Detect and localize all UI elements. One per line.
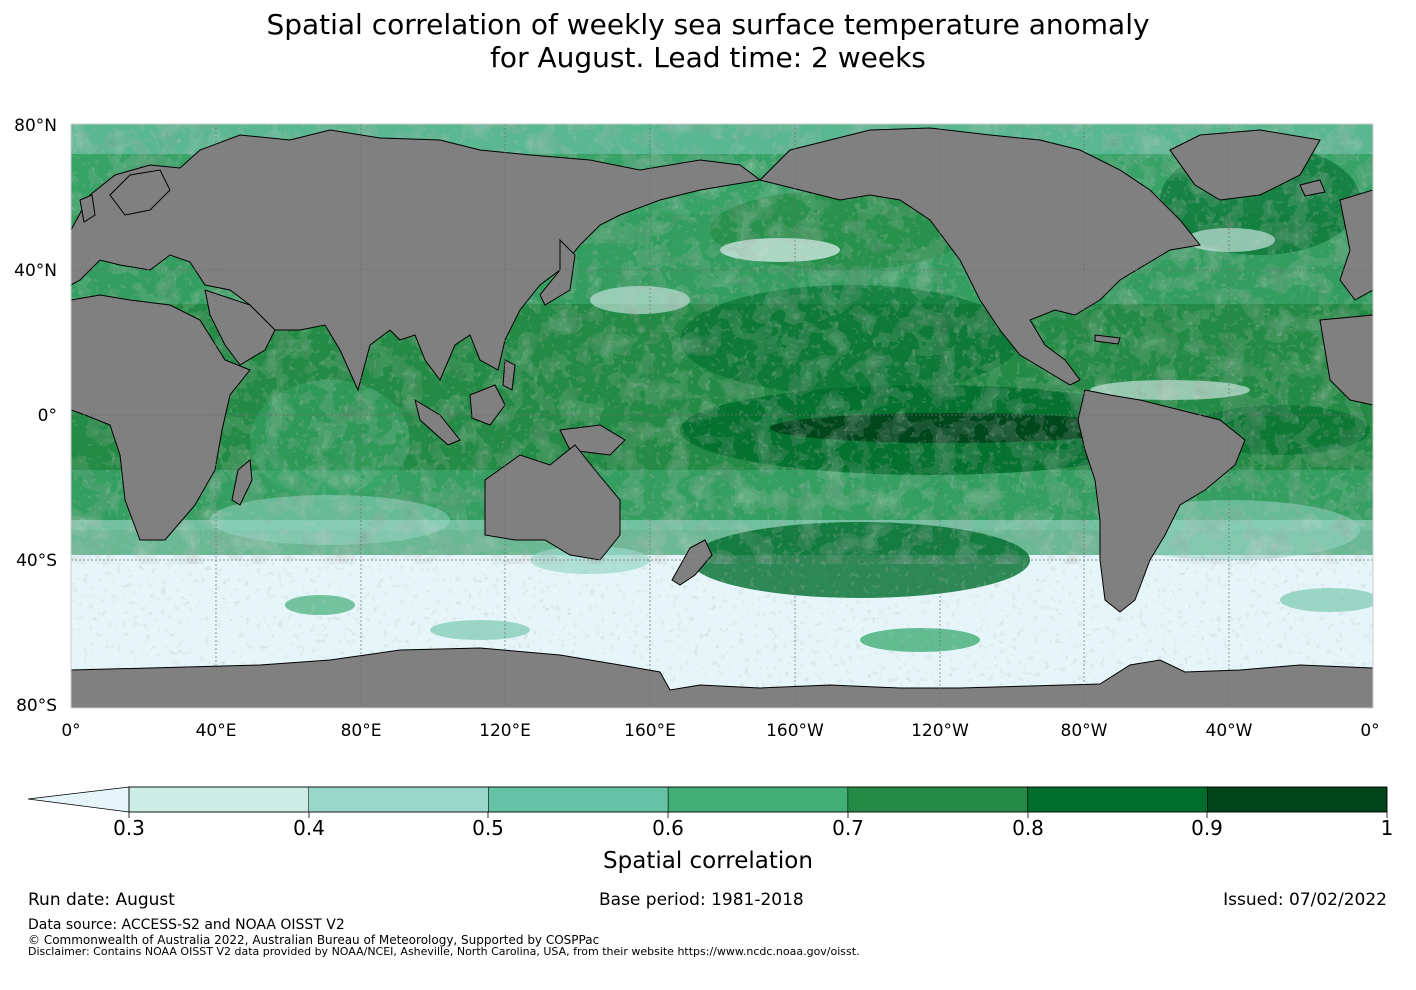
lon-tick-label: 80°E [341,721,382,741]
colorbar-ticks [128,812,1388,818]
lon-tick-label: 40°W [1206,721,1253,741]
land-greenland [1169,129,1321,201]
land-scandinavia [109,169,171,216]
land-australia [484,444,621,561]
land-africa-east-edge [1319,314,1373,406]
colorbar-tick-label: 0.6 [652,816,684,840]
lon-tick-label: 160°W [766,721,824,741]
colorbar-tick-label: 0.7 [832,816,864,840]
colorbar-tick-label: 1 [1381,816,1394,840]
land-antarctica [71,647,1373,708]
copyright-notice: © Commonwealth of Australia 2022, Austra… [28,933,600,947]
colorbar-tick-label: 0.5 [472,816,504,840]
lon-tick-label: 120°W [911,721,969,741]
lon-tick-label: 0° [1360,721,1379,741]
lon-tick-label: 40°E [196,721,237,741]
issued-date: Issued: 07/02/2022 [1223,890,1387,910]
run-date: Run date: August [28,890,175,910]
land-uk [79,194,96,223]
lon-tick-label: 160°E [624,721,676,741]
colorbar-segment [128,786,309,813]
colorbar-extend-triangle [27,786,130,813]
lat-tick-label: 40°N [14,261,57,281]
colorbar-frame [128,786,1388,813]
land-africa [71,294,251,541]
colorbar-segment [1207,786,1388,813]
land-north-america [759,127,1201,386]
data-source: Data source: ACCESS-S2 and NOAA OISST V2 [28,917,345,933]
land-iceland [1299,179,1326,197]
colorbar-tick-label: 0.9 [1191,816,1223,840]
disclaimer: Disclaimer: Contains NOAA OISST V2 data … [28,945,860,958]
colorbar-segment [667,786,849,813]
land-new-zealand [671,539,713,586]
land-sumatra [414,398,461,446]
land-europe-east-edge [1339,189,1373,301]
land-madagascar [231,459,253,506]
colorbar-segments [128,786,1388,813]
lon-axis: 0° 40°E 80°E 120°E 160°E 160°W 120°W 80°… [61,721,1379,741]
lat-tick-label: 80°S [16,696,57,716]
colorbar-tick-label: 0.4 [293,816,325,840]
colorbar-segment [488,786,669,813]
lon-tick-label: 0° [61,721,80,741]
colorbar-segment [1027,786,1208,813]
map-area [71,124,1373,708]
land-masses [71,127,1373,708]
lat-tick-label: 40°S [16,551,57,571]
land-philippines [502,359,516,391]
map-frame [70,123,1374,709]
land-south-america [1077,389,1246,613]
colorbar: 0.3 0.4 0.5 0.6 0.7 0.8 0.9 1 Spatial co… [27,786,1394,874]
colorbar-segment [847,786,1028,813]
map-gridlines [71,124,1373,708]
land-cuba [1094,334,1121,345]
colorbar-tick-label: 0.8 [1012,816,1044,840]
base-period: Base period: 1981-2018 [599,890,804,910]
lon-tick-label: 80°W [1061,721,1108,741]
land-arabia [204,289,276,366]
chart-title: Spatial correlation of weekly sea surfac… [0,8,1416,74]
colorbar-segment [308,786,489,813]
lon-tick-label: 120°E [479,721,531,741]
title-line-2: for August. Lead time: 2 weeks [490,41,926,74]
colorbar-tick-label: 0.3 [113,816,145,840]
colorbar-label: Spatial correlation [603,848,813,874]
lat-axis: 80°N 40°N 0° 40°S 80°S [14,116,57,716]
lat-tick-label: 80°N [14,116,57,136]
title-line-1: Spatial correlation of weekly sea surfac… [266,8,1150,41]
lat-tick-label: 0° [38,406,57,426]
